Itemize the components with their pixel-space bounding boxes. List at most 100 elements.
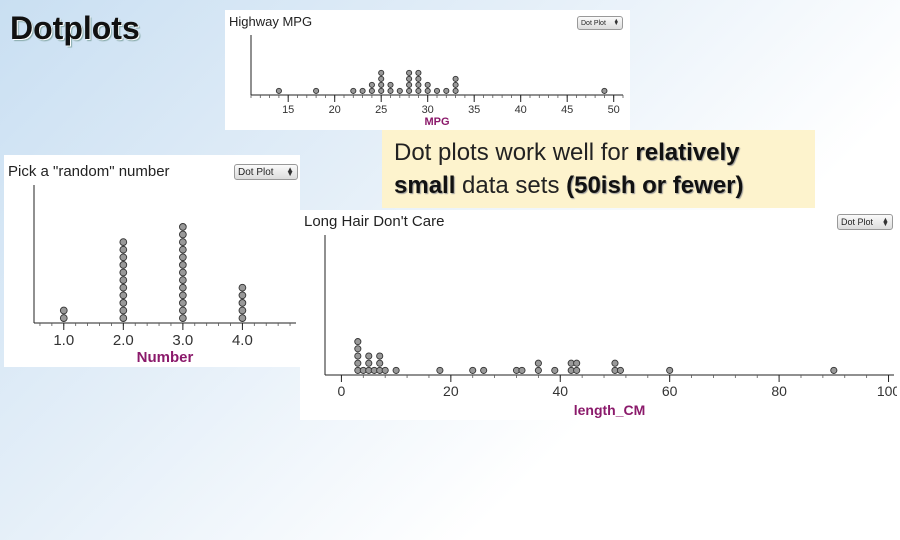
mpg-plot-type-dropdown[interactable]: Dot Plot ▲ ▼ [577, 16, 623, 30]
mpg-data-point [275, 87, 282, 94]
mpg-data-point [387, 81, 394, 88]
random-data-point [119, 276, 128, 284]
random-data-point [179, 223, 187, 231]
random-plot-type-dropdown[interactable]: Dot Plot ▲ ▼ [234, 164, 298, 180]
mpg-data-point [424, 87, 431, 94]
mpg-data-point [313, 87, 320, 94]
random-data-point [238, 314, 247, 322]
callout-bold-1: relatively small [394, 139, 740, 199]
random-data-point [179, 283, 187, 292]
random-data-point [179, 261, 187, 269]
hair-x-axis-label: length_CM [574, 402, 646, 418]
random-data-point [119, 245, 128, 254]
mpg-data-point [452, 75, 459, 82]
hair-tick-label: 100 [877, 383, 897, 399]
mpg-tick-label: 45 [561, 104, 573, 116]
mpg-data-point [415, 87, 422, 94]
random-data-point [119, 283, 128, 292]
random-number-dotplot: 1.0 2.0 3.0 4.0 Number [33, 185, 296, 366]
random-data-point [179, 299, 187, 307]
random-data-point [179, 291, 187, 300]
callout-note: Dot plots work well for relatively small… [382, 130, 815, 208]
hair-tick-label: 0 [338, 383, 346, 399]
callout-bold-2: (50ish or fewer) [566, 172, 744, 199]
mpg-data-point [415, 81, 422, 88]
mpg-data-point [433, 87, 441, 94]
mpg-data-point [368, 87, 375, 94]
hair-data-point [392, 366, 400, 374]
hair-data-point [365, 352, 373, 360]
random-tick-label: 1.0 [53, 332, 74, 349]
hair-length-dotplot-panel: 0 20 40 60 80 100 length_CM Long Hair Don't Ca… [300, 210, 897, 420]
random-data-point [119, 306, 128, 315]
mpg-data-point [406, 69, 413, 76]
hair-data-point [534, 359, 542, 367]
stepper-arrows-icon: ▲ ▼ [881, 215, 889, 228]
hair-data-point [616, 366, 624, 374]
hair-data-point [573, 359, 581, 367]
random-tick-label: 4.0 [232, 332, 253, 349]
random-data-point [59, 306, 68, 315]
random-data-point [119, 314, 128, 322]
mpg-tick-label: 25 [375, 104, 387, 116]
mpg-data-point [378, 81, 385, 88]
random-data-point [179, 268, 187, 277]
hair-tick-label: 60 [662, 383, 678, 399]
random-tick-label: 2.0 [113, 332, 134, 349]
random-data-point [119, 253, 128, 262]
hair-data-point [611, 359, 619, 367]
mpg-data-point [378, 87, 385, 94]
slide-title: Dotplots [10, 10, 140, 46]
random-data-point [119, 261, 128, 269]
random-data-point [179, 306, 187, 315]
random-data-point [238, 291, 247, 300]
mpg-data-point [359, 87, 366, 94]
mpg-tick-label: 40 [515, 104, 527, 116]
random-data-point [179, 238, 187, 246]
hair-length-dotplot: 0 20 40 60 80 100 length_CM [324, 235, 897, 418]
hair-data-point [354, 359, 362, 367]
hair-data-point [354, 345, 362, 353]
random-number-dotplot-panel: 1.0 2.0 3.0 4.0 Number Pick a "random" numbe… [4, 155, 300, 367]
random-data-point [238, 283, 247, 292]
mpg-data-point [406, 81, 413, 88]
hair-data-point [480, 366, 488, 374]
hair-tick-label: 20 [443, 383, 459, 399]
random-data-point [119, 299, 128, 307]
mpg-x-axis-label: MPG [424, 116, 449, 128]
mpg-data-point [424, 81, 431, 88]
hair-data-point [381, 366, 389, 374]
hair-data-point [573, 366, 581, 374]
random-data-point [179, 314, 187, 322]
hair-data-point [436, 366, 444, 374]
mpg-data-point [452, 81, 459, 88]
mpg-tick-label: 50 [608, 104, 620, 116]
hair-plot-type-dropdown[interactable]: Dot Plot ▲ ▼ [837, 214, 893, 230]
hair-plot-type-value: Dot Plot [841, 217, 874, 227]
hair-data-point [354, 352, 362, 360]
stepper-arrows-icon: ▲ ▼ [613, 17, 619, 27]
random-chart-title: Pick a "random" number [8, 163, 170, 180]
mpg-data-point [378, 69, 385, 76]
random-data-point [238, 306, 247, 315]
random-data-point [119, 291, 128, 300]
hair-data-point [376, 352, 384, 360]
callout-text-2: data sets [455, 172, 567, 199]
mpg-tick-label: 35 [468, 104, 480, 116]
hair-tick-label: 80 [771, 383, 787, 399]
hair-data-point [354, 338, 362, 346]
mpg-data-point [443, 87, 450, 94]
random-data-point [179, 253, 187, 262]
hair-data-point [376, 359, 384, 367]
mpg-data-point [378, 75, 385, 82]
mpg-plot-type-value: Dot Plot [581, 19, 606, 27]
mpg-dotplot-panel: 15 20 25 30 35 40 45 50 MPG Highway MPG Dot Plot… [225, 10, 630, 130]
hair-data-point [518, 366, 526, 374]
hair-chart-title: Long Hair Don't Care [304, 213, 445, 230]
hair-data-point [534, 366, 542, 374]
hair-tick-label: 40 [552, 383, 568, 399]
callout-text-1: Dot plots work well for [394, 139, 636, 166]
random-tick-label: 3.0 [172, 332, 193, 349]
random-data-point [59, 314, 68, 322]
mpg-data-point [368, 81, 375, 88]
